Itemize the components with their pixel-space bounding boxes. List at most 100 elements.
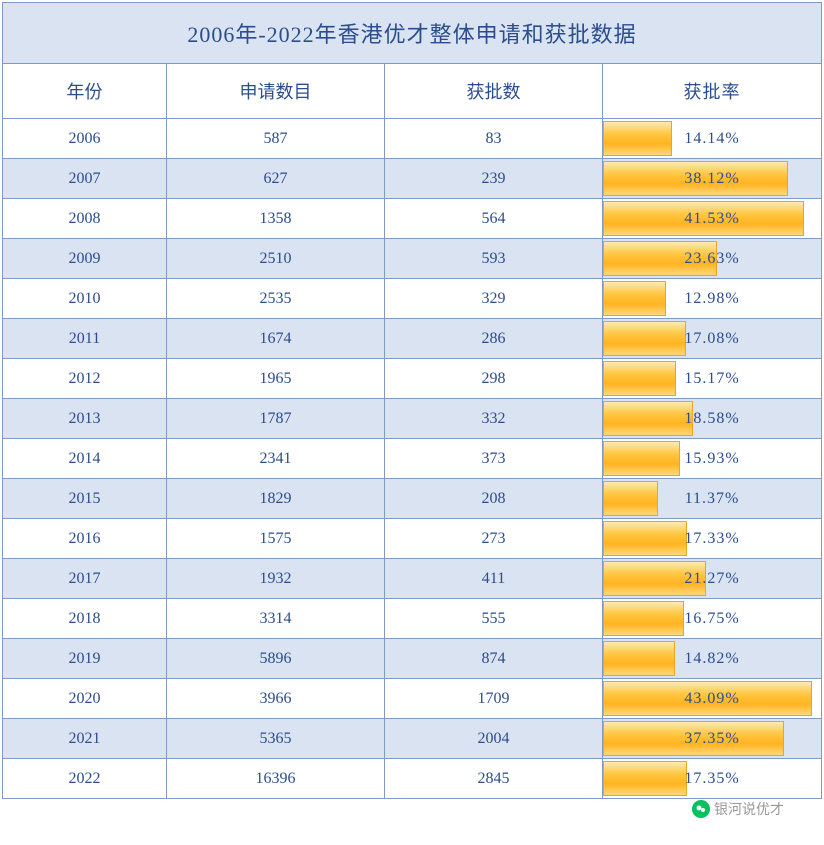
cell-rate: 12.98% [603,279,821,318]
cell-rate: 15.17% [603,359,821,398]
rate-text: 37.35% [684,730,739,747]
cell-rate: 37.35% [603,719,821,758]
cell-applications: 16396 [167,759,385,798]
cell-applications: 3314 [167,599,385,638]
rate-bar [603,601,684,636]
cell-year: 2008 [3,199,167,238]
cell-applications: 5896 [167,639,385,678]
cell-rate: 15.93% [603,439,821,478]
cell-approvals: 273 [385,519,603,558]
cell-rate: 14.14% [603,119,821,158]
rate-text: 17.08% [684,330,739,347]
cell-rate: 16.75% [603,599,821,638]
cell-applications: 2341 [167,439,385,478]
watermark-text: 银河说优才 [714,799,784,819]
cell-year: 2006 [3,119,167,158]
rate-bar [603,321,686,356]
cell-applications: 2535 [167,279,385,318]
rate-text: 15.17% [684,370,739,387]
rate-bar [603,481,658,516]
cell-rate: 17.35% [603,759,821,798]
table-row: 2018331455516.75% [3,599,821,639]
table-row: 2007627239 38.12% [3,159,821,199]
cell-rate: 11.37% [603,479,821,518]
cell-approvals: 83 [385,119,603,158]
rate-text: 41.53% [684,210,739,227]
cell-approvals: 239 [385,159,603,198]
data-table: 2006年-2022年香港优才整体申请和获批数据 年份 申请数目 获批数 获批率… [2,2,822,799]
cell-applications: 1358 [167,199,385,238]
cell-approvals: 2845 [385,759,603,798]
cell-approvals: 593 [385,239,603,278]
cell-rate: 43.09% [603,679,821,718]
cell-applications: 1829 [167,479,385,518]
cell-approvals: 298 [385,359,603,398]
cell-applications: 3966 [167,679,385,718]
cell-year: 2018 [3,599,167,638]
rate-bar [603,121,672,156]
header-rate: 获批率 [603,64,821,118]
rate-bar [603,281,666,316]
rate-text: 21.27% [684,570,739,587]
cell-year: 2022 [3,759,167,798]
table-row: 2010253532912.98% [3,279,821,319]
cell-approvals: 286 [385,319,603,358]
cell-year: 2007 [3,159,167,198]
cell-applications: 1932 [167,559,385,598]
cell-approvals: 329 [385,279,603,318]
table-row: 20203966170943.09% [3,679,821,719]
cell-year: 2009 [3,239,167,278]
header-applications: 申请数目 [167,64,385,118]
cell-year: 2010 [3,279,167,318]
cell-year: 2011 [3,319,167,358]
cell-rate: 21.27% [603,559,821,598]
cell-year: 2019 [3,639,167,678]
cell-rate: 23.63% [603,239,821,278]
rate-bar [603,441,680,476]
table-row: 20065878314.14% [3,119,821,159]
cell-approvals: 564 [385,199,603,238]
table-row: 2013178733218.58% [3,399,821,439]
header-approvals: 获批数 [385,64,603,118]
cell-approvals: 555 [385,599,603,638]
rate-text: 17.33% [684,530,739,547]
table-row: 20081358564 41.53% [3,199,821,239]
rate-text: 38.12% [684,170,739,187]
table-row: 2009251059323.63% [3,239,821,279]
table-header-row: 年份 申请数目 获批数 获批率 [3,64,821,119]
table-row: 20195896874 14.82% [3,639,821,679]
table-title: 2006年-2022年香港优才整体申请和获批数据 [3,3,821,64]
cell-approvals: 208 [385,479,603,518]
cell-year: 2017 [3,559,167,598]
cell-approvals: 373 [385,439,603,478]
rate-bar [603,641,675,676]
rate-text: 17.35% [684,770,739,787]
cell-year: 2020 [3,679,167,718]
cell-rate: 38.12% [603,159,821,198]
cell-year: 2021 [3,719,167,758]
rate-bar [603,761,687,796]
cell-applications: 1575 [167,519,385,558]
cell-year: 2016 [3,519,167,558]
wechat-icon [692,800,710,818]
cell-rate: 17.33% [603,519,821,558]
table-row: 2015182920811.37% [3,479,821,519]
header-year: 年份 [3,64,167,118]
cell-applications: 2510 [167,239,385,278]
cell-applications: 627 [167,159,385,198]
rate-text: 14.82% [684,650,739,667]
cell-rate: 41.53% [603,199,821,238]
cell-applications: 1674 [167,319,385,358]
table-row: 2022163962845 17.35% [3,759,821,798]
cell-rate: 14.82% [603,639,821,678]
cell-year: 2013 [3,399,167,438]
table-row: 20111674286 17.08% [3,319,821,359]
rate-text: 43.09% [684,690,739,707]
cell-year: 2015 [3,479,167,518]
cell-applications: 1965 [167,359,385,398]
rate-bar [603,401,693,436]
cell-rate: 18.58% [603,399,821,438]
table-row: 20215365200437.35% [3,719,821,759]
cell-approvals: 874 [385,639,603,678]
rate-text: 14.14% [684,130,739,147]
